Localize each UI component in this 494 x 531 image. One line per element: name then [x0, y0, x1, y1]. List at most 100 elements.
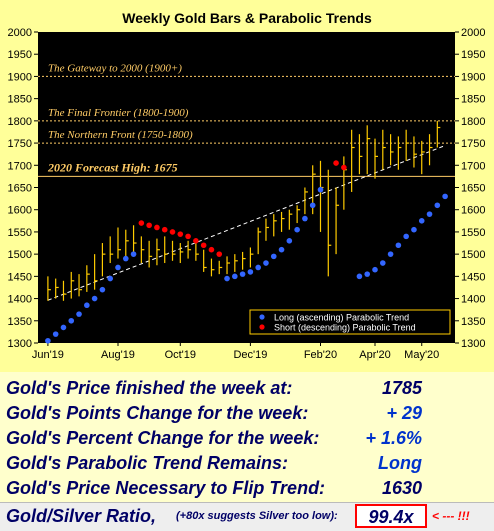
y-tick-label-right: 1300 [461, 338, 485, 350]
ratio-note: (+80x suggests Silver too low): [176, 510, 338, 522]
x-tick-label: Feb'20 [304, 349, 337, 361]
x-tick-label: Jun'19 [32, 349, 64, 361]
long-parabolic-point [232, 273, 238, 280]
stat-value-points: + 29 [386, 403, 422, 423]
legend-box [249, 309, 451, 335]
y-tick-label-left: 1800 [8, 116, 32, 128]
reference-label: The Gateway to 2000 (1900+) [48, 62, 182, 74]
long-parabolic-point [434, 202, 441, 209]
short-parabolic-point [216, 251, 223, 257]
ratio-label: Gold/Silver Ratio, [6, 506, 157, 526]
x-tick-label: Dec'19 [233, 349, 267, 361]
long-parabolic-point [99, 286, 106, 293]
stat-row-trend-label: Gold's Parabolic Trend Remains: [6, 453, 289, 473]
long-parabolic-point [294, 226, 300, 233]
y-tick-label-right: 1900 [461, 71, 485, 83]
reference-label: The Northern Front (1750-1800) [48, 129, 193, 141]
y-tick-label-left: 1600 [8, 205, 32, 217]
long-parabolic-point [60, 324, 67, 331]
trend-line [47, 145, 446, 301]
y-tick-label-left: 2000 [8, 27, 32, 39]
short-parabolic-point [154, 224, 160, 231]
legend-label: Long (ascending) Parabolic Trend [274, 313, 409, 323]
x-tick-label: Aug'19 [101, 349, 135, 361]
x-tick-label: Oct'19 [165, 349, 196, 361]
reference-label: The Final Frontier (1800-1900) [48, 107, 189, 119]
ratio-value-box: 99.4x [355, 504, 427, 528]
long-parabolic-point [115, 264, 121, 271]
long-parabolic-point [52, 331, 59, 337]
legend-marker [259, 324, 265, 330]
y-tick-label-left: 1950 [8, 49, 32, 61]
short-parabolic-point [208, 246, 215, 253]
long-parabolic-point [418, 218, 425, 224]
long-parabolic-point [379, 260, 386, 266]
y-tick-label-right: 1750 [461, 138, 485, 150]
y-tick-label-right: 1500 [461, 249, 485, 261]
stat-row-flip-label: Gold's Price Necessary to Flip Trend: [6, 478, 326, 498]
short-parabolic-point [169, 229, 176, 235]
legend-marker [259, 314, 265, 320]
stat-value-flip: 1630 [381, 478, 422, 498]
stat-value-trend: Long [378, 453, 422, 473]
long-parabolic-point [91, 295, 98, 302]
stat-row-price-label: Gold's Price finished the week at: [6, 378, 293, 398]
y-tick-label-right: 1650 [461, 183, 485, 195]
long-parabolic-point [130, 251, 137, 257]
y-tick-label-right: 1450 [461, 271, 485, 283]
short-parabolic-point [161, 226, 168, 233]
long-parabolic-point [309, 202, 316, 209]
gold-chart: 1300 1300 1350 1350 1400 1400 1450 1450 1500 1500… [8, 27, 486, 361]
y-tick-label-left: 1450 [8, 271, 32, 283]
y-tick-label-right: 1700 [461, 160, 485, 172]
stat-row-points-label: Gold's Points Change for the week: [6, 403, 309, 423]
y-tick-label-right: 1850 [461, 94, 485, 106]
plot-area [38, 32, 455, 343]
y-tick-label-left: 1700 [8, 160, 32, 172]
long-parabolic-point [302, 215, 308, 222]
long-parabolic-point [84, 302, 90, 309]
legend-label: Short (descending) Parabolic Trend [274, 323, 416, 333]
long-parabolic-point [387, 251, 394, 257]
long-parabolic-point [317, 186, 324, 193]
y-tick-label-right: 1550 [461, 227, 485, 239]
y-tick-label-right: 1400 [461, 294, 485, 306]
long-parabolic-point [372, 266, 378, 273]
y-tick-label-left: 1650 [8, 183, 32, 195]
short-parabolic-point [138, 220, 145, 226]
stat-row-percent-label: Gold's Percent Change for the week: [6, 428, 320, 448]
ratio-arrow: < --- !!! [432, 509, 470, 523]
ratio-row: Gold/Silver Ratio, (+80x suggests Silver… [0, 502, 494, 531]
short-parabolic-point [341, 164, 347, 171]
short-parabolic-point [333, 160, 339, 166]
y-tick-label-right: 1800 [461, 116, 485, 128]
long-parabolic-point [247, 269, 254, 275]
long-parabolic-point [107, 275, 114, 282]
y-tick-label-left: 1750 [8, 138, 32, 150]
long-parabolic-point [239, 271, 246, 277]
long-parabolic-point [270, 253, 277, 260]
reference-label: 2020 Forecast High: 1675 [47, 160, 178, 174]
y-tick-label-right: 1950 [461, 49, 485, 61]
y-tick-label-left: 1400 [8, 294, 32, 306]
long-parabolic-point [278, 246, 285, 253]
y-tick-label-left: 1300 [8, 338, 32, 350]
long-parabolic-point [255, 264, 261, 271]
x-tick-label: Apr'20 [359, 349, 390, 361]
y-tick-label-right: 1350 [461, 316, 485, 328]
long-parabolic-point [224, 275, 230, 282]
long-parabolic-point [403, 233, 409, 240]
y-tick-label-left: 1350 [8, 316, 32, 328]
short-parabolic-point [193, 238, 199, 244]
y-tick-label-right: 2000 [461, 27, 485, 39]
y-tick-label-left: 1550 [8, 227, 32, 239]
long-parabolic-point [263, 260, 269, 266]
short-parabolic-point [146, 222, 152, 229]
long-parabolic-point [395, 242, 402, 249]
long-parabolic-point [45, 337, 51, 344]
long-parabolic-point [364, 271, 371, 277]
long-parabolic-point [411, 226, 417, 233]
y-tick-label-right: 1600 [461, 205, 485, 217]
long-parabolic-point [426, 211, 433, 217]
short-parabolic-point [185, 233, 191, 240]
